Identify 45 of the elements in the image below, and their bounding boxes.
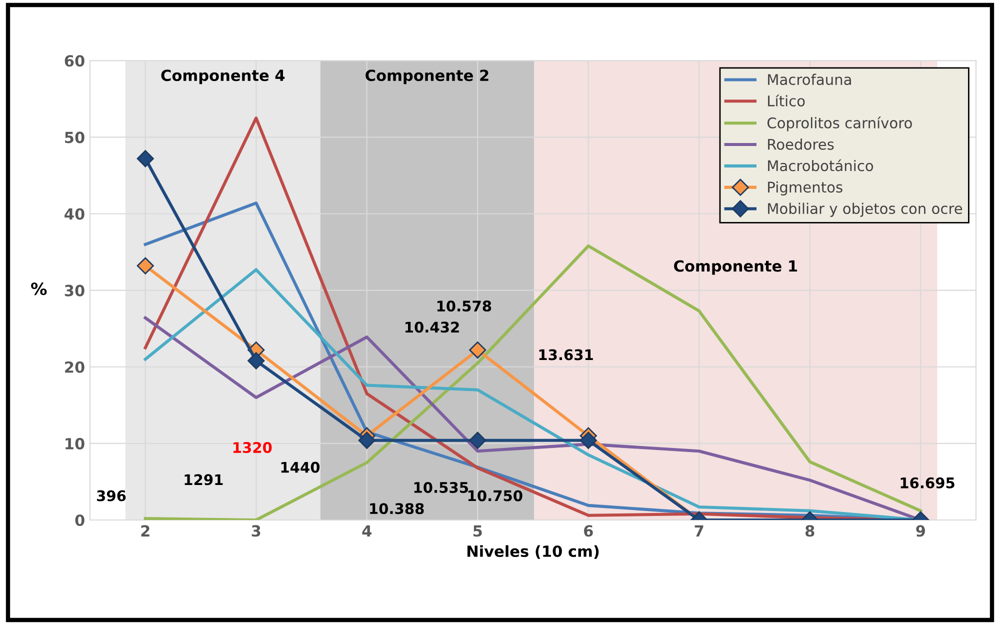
x-tick-label: 3 (252, 525, 260, 537)
y-tick-label: 30 (64, 284, 84, 296)
y-tick-label: 20 (65, 361, 84, 373)
point (248, 352, 265, 370)
annotation: 10.750 (468, 490, 522, 502)
point (358, 432, 376, 449)
y-tick-label: 50 (65, 132, 84, 144)
y-tick-label: 10 (66, 438, 84, 450)
x-tick-label: 6 (584, 525, 593, 537)
annotation: 10.432 (406, 322, 459, 333)
point (136, 150, 154, 168)
legend-label: Roedores (768, 138, 834, 150)
annotation: 10.388 (370, 503, 424, 514)
legend-label: Coprolitos carnívoro (767, 116, 912, 132)
annotation: 16.695 (900, 477, 954, 488)
point (136, 257, 154, 274)
annotation: 13.631 (539, 349, 593, 360)
legend-label: Macrofauna (768, 74, 851, 86)
point (469, 432, 486, 449)
annotation: 10.535 (414, 482, 468, 493)
annotation: 1320 (233, 442, 272, 454)
band-label: Componente 2 (366, 70, 488, 84)
annotation: 10.578 (437, 300, 492, 312)
band-label: Componente 1 (674, 260, 798, 275)
annotation: 1440 (281, 462, 320, 473)
x-tick-label: 9 (916, 525, 925, 537)
y-tick-label: 60 (64, 55, 84, 67)
x-tick-label: 4 (362, 525, 372, 536)
y-tick-label: 40 (64, 208, 84, 220)
annotation: 396 (97, 490, 126, 502)
legend-label: Lítico (768, 94, 805, 106)
y-tick-label: 0 (75, 514, 84, 526)
band-label: Componente 4 (161, 70, 285, 84)
legend-label: Macrobotánico (768, 159, 874, 172)
annotation: 1291 (184, 474, 223, 486)
x-tick-label: 7 (694, 525, 704, 536)
point (580, 432, 597, 449)
y-axis-title: % (31, 282, 47, 296)
x-tick-label: 2 (141, 525, 150, 536)
legend-label: Mobiliar y objetos con ocre (768, 202, 962, 217)
x-tick-label: 5 (473, 525, 482, 537)
legend-label: Pigmentos (768, 181, 842, 196)
point (469, 341, 486, 359)
x-tick-label: 8 (805, 525, 814, 537)
x-axis-title: Niveles (10 cm) (467, 545, 599, 559)
